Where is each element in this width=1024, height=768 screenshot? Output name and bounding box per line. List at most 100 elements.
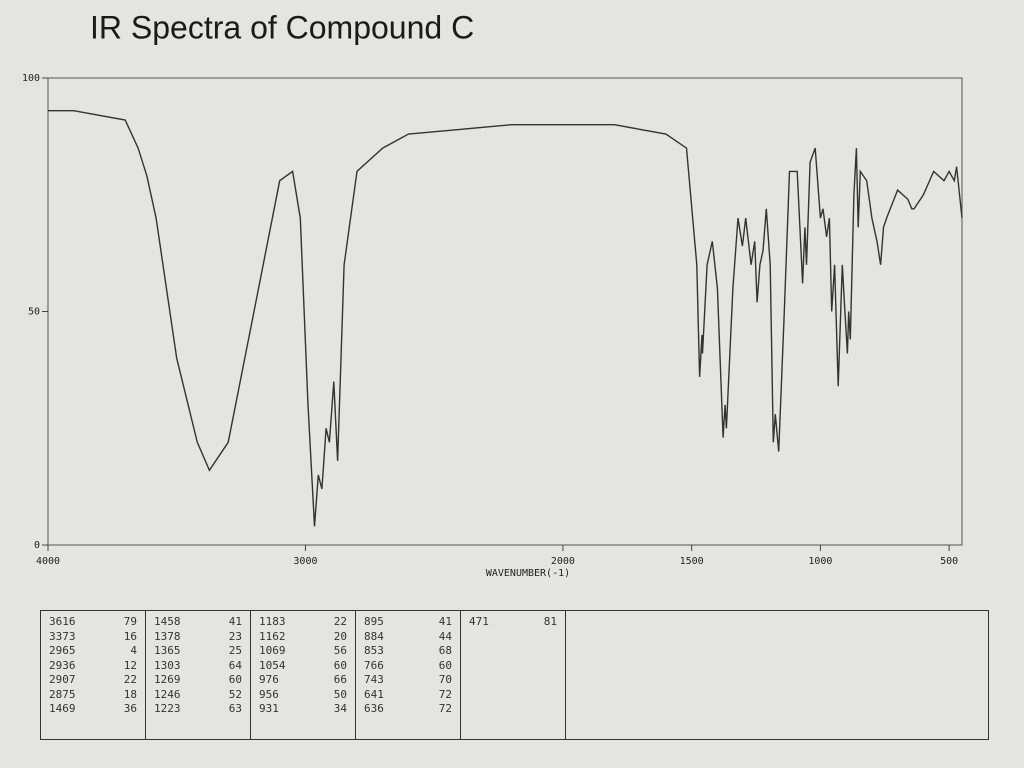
x-tick-label: 2000 bbox=[551, 556, 575, 567]
peak-entry: 1469 36 bbox=[49, 702, 137, 717]
transmittance: 4 bbox=[130, 644, 137, 657]
x-tick-label: 1500 bbox=[680, 556, 704, 567]
peak-entry: 956 50 bbox=[259, 688, 347, 703]
wavenumber: 1269 bbox=[154, 673, 181, 686]
wavenumber: 636 bbox=[364, 702, 384, 715]
wavenumber: 471 bbox=[469, 615, 489, 628]
transmittance: 23 bbox=[228, 629, 242, 643]
empty-cell bbox=[565, 610, 989, 740]
wavenumber: 641 bbox=[364, 687, 384, 701]
wavenumber: 1183 bbox=[259, 615, 286, 628]
wavenumber: 1246 bbox=[154, 687, 181, 701]
transmittance: 56 bbox=[333, 644, 347, 657]
wavenumber: 1378 bbox=[154, 629, 181, 643]
y-tick-label: 0 bbox=[34, 540, 40, 551]
peak-table: 3616 79 3373 16 2965 4 2936 12 2907 22 2875 18 1469 3… bbox=[40, 610, 989, 740]
peak-column: 895 41 884 44 853 68 766 60 743 70 641 72 636 72 bbox=[355, 610, 461, 740]
transmittance: 22 bbox=[333, 615, 347, 628]
wavenumber: 884 bbox=[364, 629, 384, 643]
peak-entry: 2965 4 bbox=[49, 644, 137, 659]
transmittance: 44 bbox=[438, 629, 452, 643]
peak-entry: 931 34 bbox=[259, 702, 347, 717]
transmittance: 66 bbox=[333, 673, 347, 686]
transmittance: 16 bbox=[123, 629, 137, 643]
transmittance: 41 bbox=[438, 615, 452, 628]
peak-row: 3616 79 3373 16 2965 4 2936 12 2907 22 2875 18 1469 3… bbox=[40, 610, 989, 740]
wavenumber: 2936 bbox=[49, 658, 76, 672]
wavenumber: 3373 bbox=[49, 629, 76, 643]
chart-title: IR Spectra of Compound C bbox=[90, 9, 474, 45]
peak-entry: 2907 22 bbox=[49, 673, 137, 688]
wavenumber: 1469 bbox=[49, 702, 76, 715]
wavenumber: 3616 bbox=[49, 615, 76, 628]
peak-entry: 1054 60 bbox=[259, 659, 347, 674]
wavenumber: 2907 bbox=[49, 673, 76, 686]
transmittance: 50 bbox=[333, 687, 347, 701]
wavenumber: 2965 bbox=[49, 644, 76, 657]
wavenumber: 956 bbox=[259, 687, 279, 701]
peak-entry: 1162 20 bbox=[259, 630, 347, 645]
transmittance: 36 bbox=[123, 702, 137, 715]
peak-column: 1183 22 1162 20 1069 56 1054 60 976 66 956 50 931 34 bbox=[250, 610, 356, 740]
peak-entry: 743 70 bbox=[364, 673, 452, 688]
peak-entry: 1183 22 bbox=[259, 615, 347, 630]
transmittance: 18 bbox=[123, 687, 137, 701]
peak-entry: 3616 79 bbox=[49, 615, 137, 630]
peak-column: 471 81 bbox=[460, 610, 566, 740]
peak-entry: 1365 25 bbox=[154, 644, 242, 659]
wavenumber: 1223 bbox=[154, 702, 181, 715]
transmittance: 41 bbox=[228, 615, 242, 628]
peak-entry: 1246 52 bbox=[154, 688, 242, 703]
peak-entry: 3373 16 bbox=[49, 630, 137, 645]
x-tick-label: 3000 bbox=[293, 556, 317, 567]
transmittance: 60 bbox=[228, 673, 242, 686]
wavenumber: 931 bbox=[259, 702, 279, 715]
peak-entry: 1269 60 bbox=[154, 673, 242, 688]
wavenumber: 766 bbox=[364, 658, 384, 672]
y-tick-label: 50 bbox=[28, 307, 40, 318]
x-tick-label: 500 bbox=[940, 556, 958, 567]
peak-entry: 1303 64 bbox=[154, 659, 242, 674]
transmittance: 68 bbox=[438, 644, 452, 657]
transmittance: 72 bbox=[438, 687, 452, 701]
wavenumber: 1365 bbox=[154, 644, 181, 657]
peak-entry: 976 66 bbox=[259, 673, 347, 688]
peak-entry: 2936 12 bbox=[49, 659, 137, 674]
transmittance: 64 bbox=[228, 658, 242, 672]
wavenumber: 853 bbox=[364, 644, 384, 657]
peak-entry: 766 60 bbox=[364, 659, 452, 674]
wavenumber: 743 bbox=[364, 673, 384, 686]
transmittance: 79 bbox=[123, 615, 137, 628]
transmittance: 12 bbox=[123, 658, 137, 672]
peak-entry: 895 41 bbox=[364, 615, 452, 630]
peak-entry: 1458 41 bbox=[154, 615, 242, 630]
plot-frame bbox=[47, 77, 963, 546]
spectrum-line bbox=[48, 110, 963, 527]
chart: IR Spectra of Compound C 0 50 100 4000 3000 2… bbox=[22, 9, 963, 579]
wavenumber: 2875 bbox=[49, 687, 76, 701]
wavenumber: 1162 bbox=[259, 629, 286, 643]
transmittance: 60 bbox=[333, 658, 347, 672]
peak-entry: 1223 63 bbox=[154, 702, 242, 717]
transmittance: 22 bbox=[123, 673, 137, 686]
x-axis-label: WAVENUMBER(-1) bbox=[486, 568, 570, 579]
peak-entry: 471 81 bbox=[469, 615, 557, 630]
transmittance: 81 bbox=[543, 615, 557, 628]
wavenumber: 1054 bbox=[259, 658, 286, 672]
transmittance: 63 bbox=[228, 702, 242, 715]
peak-entry: 884 44 bbox=[364, 630, 452, 645]
peak-entry: 853 68 bbox=[364, 644, 452, 659]
transmittance: 20 bbox=[333, 629, 347, 643]
peak-entry: 636 72 bbox=[364, 702, 452, 717]
transmittance: 72 bbox=[438, 702, 452, 715]
peak-entry: 1069 56 bbox=[259, 644, 347, 659]
wavenumber: 895 bbox=[364, 615, 384, 628]
transmittance: 25 bbox=[228, 644, 242, 657]
peak-column: 1458 41 1378 23 1365 25 1303 64 1269 60 1246 52 1223… bbox=[145, 610, 251, 740]
x-tick-label: 4000 bbox=[36, 556, 60, 567]
wavenumber: 1303 bbox=[154, 658, 181, 672]
wavenumber: 1458 bbox=[154, 615, 181, 628]
transmittance: 52 bbox=[228, 687, 242, 701]
peak-entry: 2875 18 bbox=[49, 688, 137, 703]
